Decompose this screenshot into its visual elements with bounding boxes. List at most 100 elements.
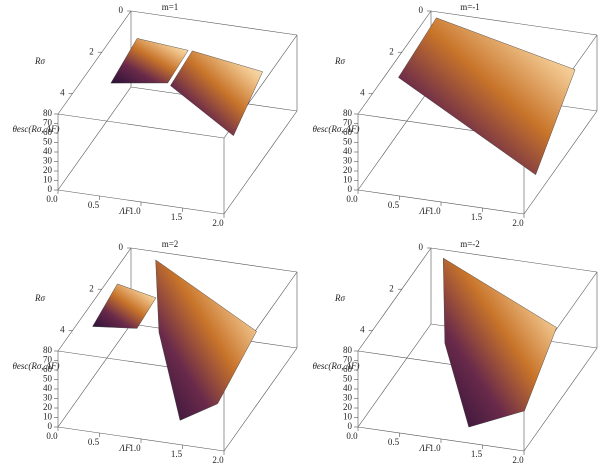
x-tick-label: 0.0 xyxy=(46,194,58,204)
z-tick-label: 60 xyxy=(343,364,353,374)
box-edge xyxy=(223,347,298,452)
box-edge xyxy=(430,10,598,36)
x-tick-label: 0.0 xyxy=(346,194,358,204)
x-tick-label: 2.0 xyxy=(212,218,224,228)
x-tick-label: 1.0 xyxy=(429,443,441,453)
y-axis-label: Rσ xyxy=(34,56,45,66)
z-tick-label: 30 xyxy=(343,156,353,166)
x-axis-label: ΛF xyxy=(119,443,131,453)
box-edge xyxy=(130,10,298,36)
y-tick-label: 4 xyxy=(60,324,65,334)
z-tick-label: 80 xyxy=(43,108,53,118)
surface xyxy=(170,50,263,137)
box-edge xyxy=(57,113,225,139)
x-tick-label: 0.0 xyxy=(46,431,58,441)
z-tick-label: 20 xyxy=(343,402,353,412)
z-tick-label: 0 xyxy=(348,421,353,431)
y-tick-label: 2 xyxy=(389,46,394,56)
x-tick-label: 1.0 xyxy=(429,206,441,216)
z-tick-label: 0 xyxy=(48,421,53,431)
x-tick-label: 0.5 xyxy=(388,437,400,447)
x-axis-label: ΛF xyxy=(119,206,131,216)
surface xyxy=(92,283,157,329)
z-tick-label: 80 xyxy=(43,345,53,355)
z-tick-label: 40 xyxy=(43,146,53,156)
y-axis-label: Rσ xyxy=(334,293,345,303)
z-tick-label: 50 xyxy=(343,137,353,147)
box-edge xyxy=(57,10,132,115)
z-tick-label: 10 xyxy=(43,412,53,422)
x-tick-label: 1.5 xyxy=(171,449,183,459)
x-axis-label: ΛF xyxy=(419,206,431,216)
surface xyxy=(443,257,557,428)
y-tick-label: 2 xyxy=(89,283,94,293)
x-tick-label: 0.0 xyxy=(346,431,358,441)
x-tick-label: 1.5 xyxy=(171,212,183,222)
x-tick-label: 1.0 xyxy=(129,443,141,453)
y-tick-label: 2 xyxy=(389,283,394,293)
y-axis-label: Rσ xyxy=(334,56,345,66)
panel-title: m=1 xyxy=(162,2,179,12)
x-tick-label: 2.0 xyxy=(512,218,524,228)
x-tick-label: 2.0 xyxy=(212,455,224,465)
panel-title: m=-2 xyxy=(460,239,480,249)
x-tick-label: 1.0 xyxy=(129,206,141,216)
surface xyxy=(110,38,189,84)
z-tick-label: 20 xyxy=(43,402,53,412)
z-axis-label: θesc(Rσ, ΛF) xyxy=(12,124,59,134)
panel-title: m=-1 xyxy=(460,2,480,12)
z-tick-label: 60 xyxy=(43,127,53,137)
z-axis-label: θesc(Rσ, ΛF) xyxy=(312,361,359,371)
z-tick-label: 80 xyxy=(343,108,353,118)
y-axis-label: Rσ xyxy=(34,293,45,303)
z-tick-label: 30 xyxy=(43,393,53,403)
box-edge xyxy=(357,10,432,115)
z-tick-label: 20 xyxy=(43,165,53,175)
box-edge xyxy=(523,347,598,452)
y-tick-label: 0 xyxy=(119,242,124,252)
y-tick-label: 0 xyxy=(419,242,424,252)
y-tick-label: 4 xyxy=(360,324,365,334)
y-tick-label: 0 xyxy=(119,5,124,15)
z-tick-label: 10 xyxy=(343,412,353,422)
z-tick-label: 40 xyxy=(43,383,53,393)
box-edge xyxy=(57,86,132,191)
z-tick-label: 80 xyxy=(343,345,353,355)
z-tick-label: 70 xyxy=(343,355,353,365)
x-tick-label: 0.5 xyxy=(88,437,100,447)
y-tick-label: 0 xyxy=(419,5,424,15)
y-tick-label: 4 xyxy=(360,87,365,97)
z-tick-label: 20 xyxy=(343,165,353,175)
box-edge xyxy=(57,323,132,428)
z-tick-label: 30 xyxy=(343,393,353,403)
z-tick-label: 60 xyxy=(43,364,53,374)
surface xyxy=(398,17,576,176)
z-tick-label: 50 xyxy=(43,137,53,147)
z-tick-label: 0 xyxy=(48,184,53,194)
box-edge xyxy=(357,86,432,191)
box-edge xyxy=(430,247,598,273)
box-edge xyxy=(57,247,132,352)
x-tick-label: 2.0 xyxy=(512,455,524,465)
z-axis-label: θesc(Rσ, ΛF) xyxy=(12,361,59,371)
z-tick-label: 10 xyxy=(43,175,53,185)
z-tick-label: 10 xyxy=(343,175,353,185)
y-tick-label: 4 xyxy=(60,87,65,97)
z-tick-label: 70 xyxy=(43,118,53,128)
z-axis-label: θesc(Rσ, ΛF) xyxy=(312,124,359,134)
box-edge xyxy=(357,247,432,352)
x-tick-label: 0.5 xyxy=(88,200,100,210)
panel-title: m=2 xyxy=(162,239,179,249)
z-tick-label: 0 xyxy=(348,184,353,194)
y-tick-label: 2 xyxy=(89,46,94,56)
z-tick-label: 40 xyxy=(343,383,353,393)
box-edge xyxy=(223,110,298,215)
x-tick-label: 1.5 xyxy=(471,212,483,222)
z-tick-label: 70 xyxy=(343,118,353,128)
x-axis-label: ΛF xyxy=(419,443,431,453)
z-tick-label: 50 xyxy=(343,374,353,384)
